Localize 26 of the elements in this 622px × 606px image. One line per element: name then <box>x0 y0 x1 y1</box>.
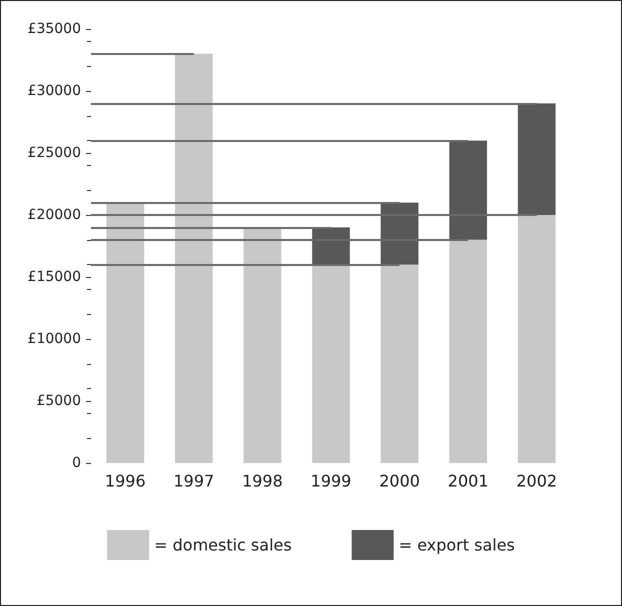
bar <box>518 103 556 215</box>
x-tick-label: 2002 <box>516 472 558 490</box>
y-tick-label: £30000 <box>28 83 81 99</box>
x-tick-label: 1997 <box>174 472 214 490</box>
bar <box>449 140 487 240</box>
bar <box>312 264 350 463</box>
legend-label: = domestic sales <box>154 536 292 554</box>
x-tick-label: 1999 <box>310 472 352 490</box>
y-tick-label: £20000 <box>28 207 81 223</box>
legend-label: = export sales <box>398 536 515 554</box>
bar <box>175 54 213 463</box>
bar <box>518 215 556 463</box>
y-tick-label: £10000 <box>28 331 81 347</box>
x-tick-label: 2001 <box>448 472 488 490</box>
y-tick-label: £25000 <box>28 145 81 161</box>
x-tick-label: 2000 <box>379 472 420 490</box>
y-tick-label: 0 <box>72 455 81 471</box>
bar <box>106 202 144 463</box>
y-tick-label: £35000 <box>28 21 81 37</box>
x-tick-label: 1998 <box>242 472 283 490</box>
bar <box>380 264 418 463</box>
x-tick-label: 1996 <box>104 472 146 490</box>
bar <box>449 240 487 463</box>
bar <box>244 227 282 463</box>
y-tick-label: £5000 <box>36 393 81 409</box>
y-tick-label: £15000 <box>28 269 81 285</box>
